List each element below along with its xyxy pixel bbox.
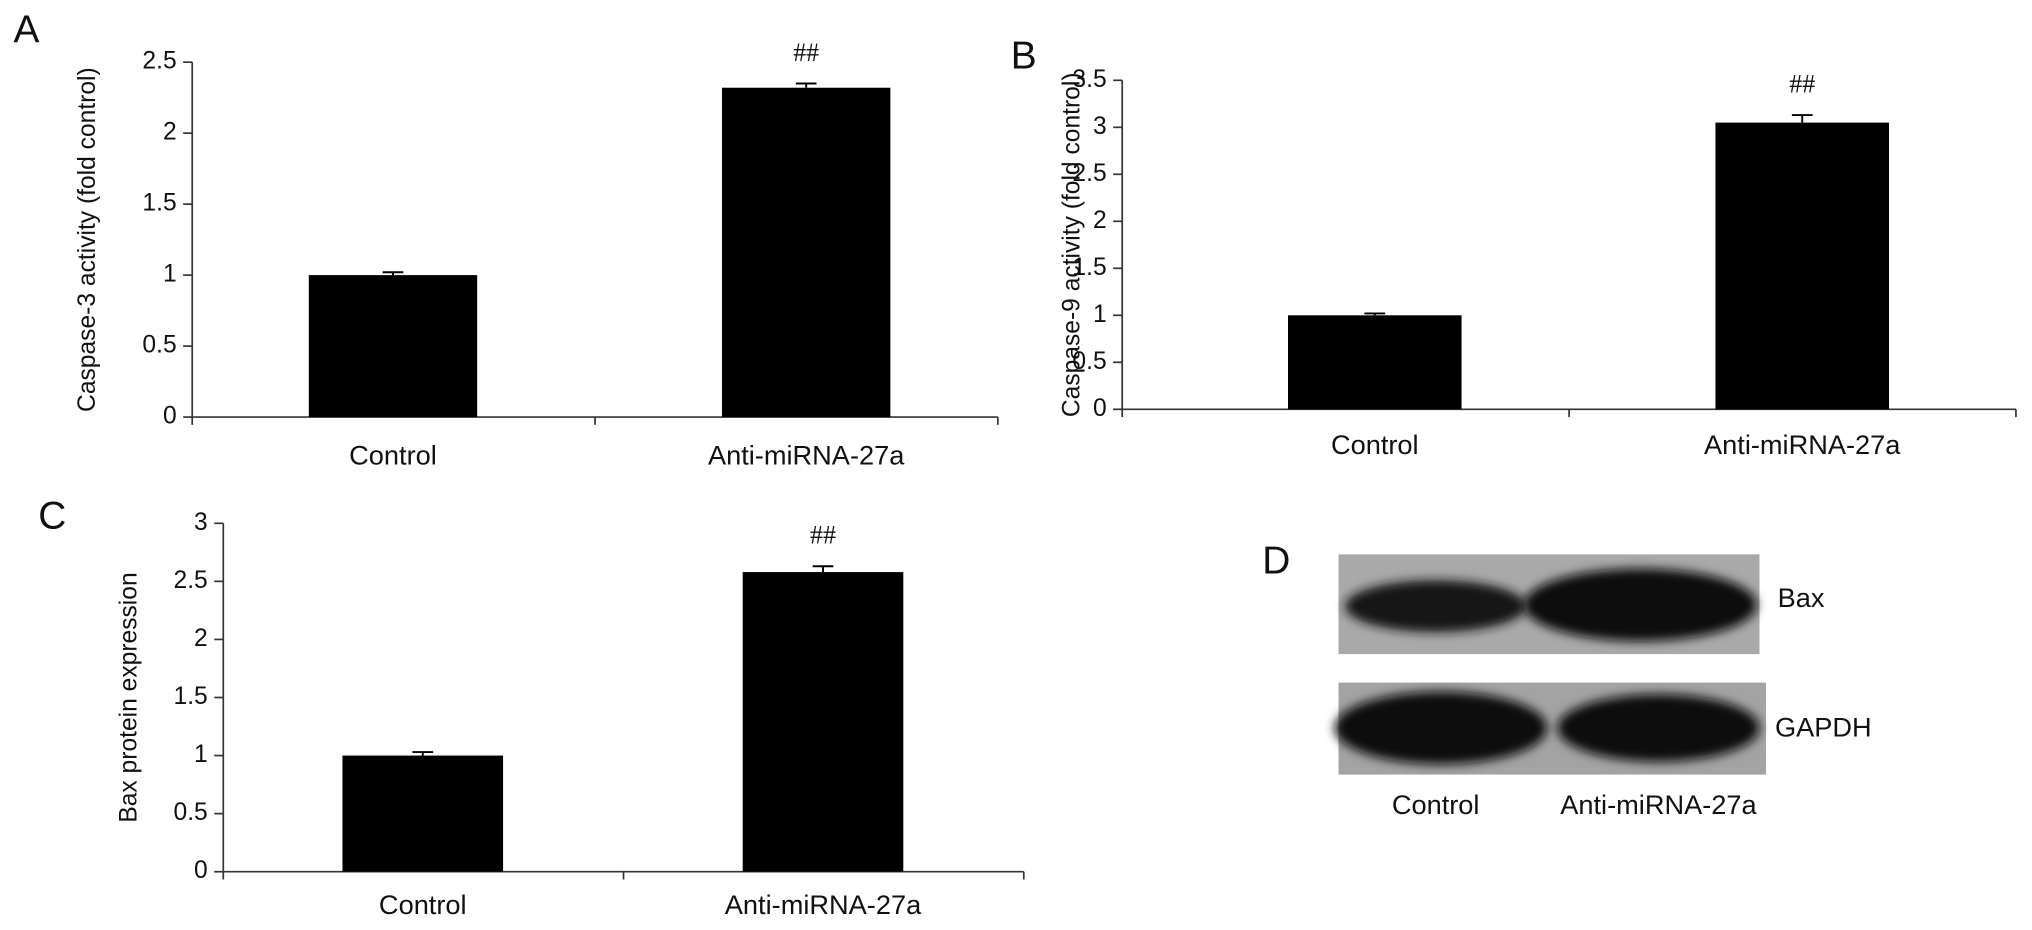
x-tick-label: Control xyxy=(379,889,467,920)
y-tick-label: 0 xyxy=(1093,395,1107,422)
western-blot: D Bax GAPDH Control Anti-miRNA-27a xyxy=(1262,540,1871,820)
panel-letter: A xyxy=(13,9,39,52)
bar xyxy=(308,275,478,418)
y-tick-label: 0 xyxy=(194,857,208,884)
annotation: ## xyxy=(1789,70,1815,99)
y-tick-label: 2.5 xyxy=(174,567,208,594)
y-axis-label: Caspase-9 activity (fold control) xyxy=(1058,72,1085,417)
y-tick-label: 1.5 xyxy=(174,683,208,710)
bar xyxy=(721,87,891,418)
y-tick-label: 1.5 xyxy=(142,190,176,217)
band-label: Bax xyxy=(1778,582,1825,613)
bar-chart: C Bax protein expression 0 0.5 1 1.5 2 2.5 3 Cont… xyxy=(38,494,1025,920)
annotation: ## xyxy=(793,38,819,67)
y-tick-label: 2 xyxy=(163,119,177,146)
x-tick-label: Anti-miRNA-27a xyxy=(725,889,922,920)
x-tick-label: Control xyxy=(1331,429,1419,460)
error-bar xyxy=(412,751,434,756)
bar xyxy=(1715,122,1890,410)
y-tick-label: 1 xyxy=(163,261,177,288)
error-bar xyxy=(795,82,817,88)
panel-letter: B xyxy=(1011,35,1037,78)
y-tick-label: 2.5 xyxy=(142,48,176,75)
y-tick-label: 0.5 xyxy=(142,332,176,359)
blot-band xyxy=(1557,694,1760,762)
blot-band xyxy=(1334,691,1548,765)
bar xyxy=(1288,315,1462,410)
lane-label: Control xyxy=(1392,789,1480,820)
blot-band xyxy=(1344,580,1527,633)
bar-chart: B Caspase-9 activity (fold control) 0 0.5 1 1… xyxy=(1011,35,2017,460)
y-tick-label: 0.5 xyxy=(174,799,208,826)
x-tick-label: Control xyxy=(349,439,437,470)
y-tick-label: 1.5 xyxy=(1072,254,1106,281)
lane-label: Anti-miRNA-27a xyxy=(1560,789,1757,820)
error-bar xyxy=(382,271,404,276)
error-bar xyxy=(1791,114,1813,123)
y-tick-label: 3 xyxy=(194,509,208,536)
panel-letter: D xyxy=(1262,540,1290,583)
x-tick-label: Anti-miRNA-27a xyxy=(708,439,905,470)
y-axis-label: Bax protein expression xyxy=(116,572,143,822)
blot-band xyxy=(1523,568,1757,642)
y-tick-label: 2 xyxy=(1093,207,1107,234)
y-tick-label: 3 xyxy=(1093,113,1107,140)
bar xyxy=(342,755,504,872)
annotation: ## xyxy=(810,521,836,550)
y-tick-label: 2 xyxy=(194,625,208,652)
bar-chart: A Caspase-3 activity (fold control) 0 0.5 1 1… xyxy=(13,9,999,470)
y-tick-label: 2.5 xyxy=(1072,160,1106,187)
y-tick-label: 0.5 xyxy=(1072,348,1106,375)
panel-letter: C xyxy=(38,494,66,537)
y-tick-label: 1 xyxy=(1093,301,1107,328)
y-tick-label: 3.5 xyxy=(1072,66,1106,93)
y-tick-label: 0 xyxy=(163,403,177,430)
x-tick-label: Anti-miRNA-27a xyxy=(1704,429,1901,460)
band-label: GAPDH xyxy=(1775,711,1872,742)
error-bar xyxy=(1364,312,1386,316)
y-tick-label: 1 xyxy=(194,741,208,768)
y-axis-label: Caspase-3 activity (fold control) xyxy=(74,67,101,412)
bar xyxy=(742,572,904,872)
error-bar xyxy=(812,565,834,573)
